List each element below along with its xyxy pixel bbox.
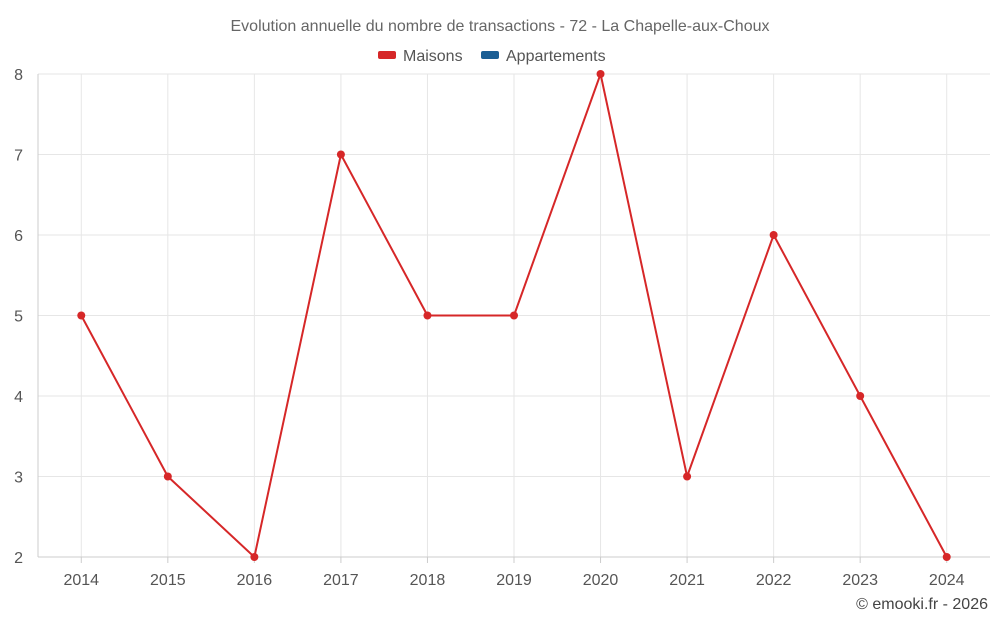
data-point[interactable] [942,553,951,561]
data-point[interactable] [336,150,345,159]
x-tick-label: 2021 [669,572,705,589]
series-maisons [77,70,951,561]
x-tick-label: 2018 [410,572,446,589]
legend-item-maisons[interactable]: Maisons [378,48,463,65]
y-tick-label: 5 [14,309,23,326]
x-tick-label: 2022 [756,572,792,589]
data-point[interactable] [510,311,518,320]
x-tick-label: 2016 [237,572,273,589]
y-tick-label: 2 [14,550,23,567]
axes: 2 3 4 5 6 7 8 2014 2015 2016 2017 2018 2019 2020 2021 2… [14,67,990,589]
data-point[interactable] [163,472,172,481]
y-tick-label: 3 [14,470,23,487]
chart-title: Evolution annuelle du nombre de transact… [231,18,770,35]
legend-swatch-appartements [481,51,499,59]
x-tick-label: 2015 [150,572,186,589]
legend-swatch-maisons [378,51,396,59]
x-tick-label: 2017 [323,572,359,589]
x-tick-label: 2019 [496,572,532,589]
data-point[interactable] [856,392,865,400]
y-tick-label: 8 [14,67,23,84]
data-point[interactable] [596,70,605,78]
data-point[interactable] [683,472,692,481]
x-tick-label: 2024 [929,572,965,589]
y-tick-label: 4 [14,389,23,406]
x-tick-label: 2023 [842,572,878,589]
legend-item-appartements[interactable]: Appartements [481,48,606,65]
y-tick-label: 6 [14,228,23,245]
legend: Maisons Appartements [378,48,606,65]
legend-label-maisons: Maisons [403,48,463,65]
legend-label-appartements: Appartements [506,48,606,65]
x-tick-label: 2020 [583,572,619,589]
data-point[interactable] [250,553,259,561]
data-point[interactable] [769,231,778,239]
x-tick-label: 2014 [63,572,99,589]
credit-text: © emooki.fr - 2026 [856,596,988,613]
data-point[interactable] [77,311,86,320]
data-point[interactable] [423,311,432,320]
y-tick-label: 7 [14,148,23,165]
